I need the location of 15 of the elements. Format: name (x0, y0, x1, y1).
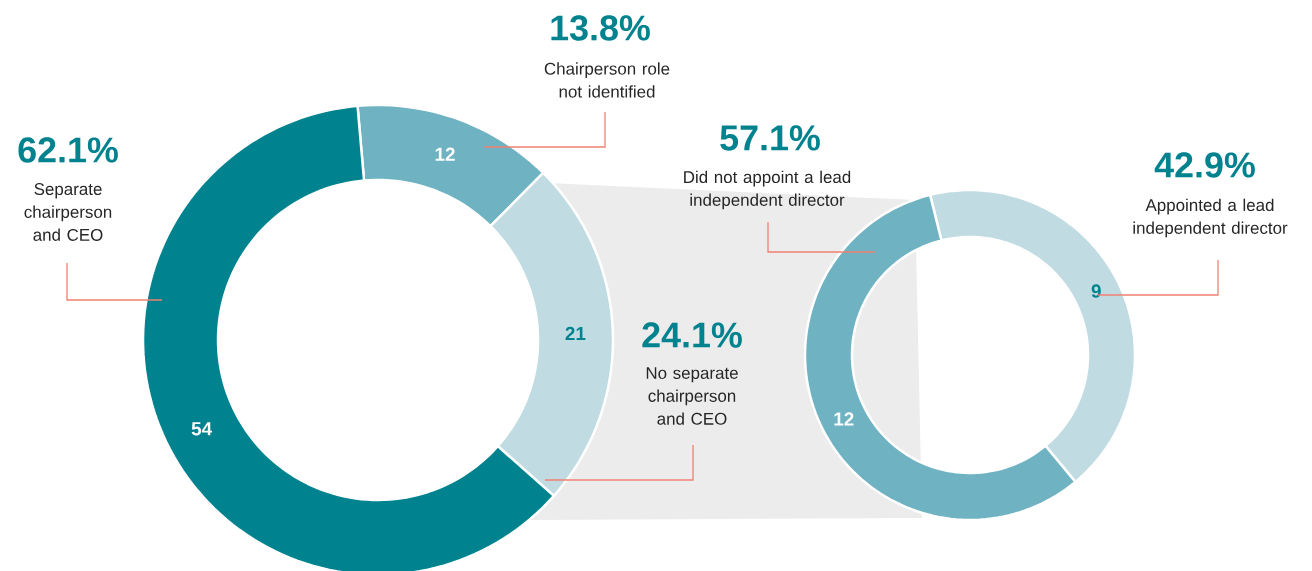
text: 13.8% (551, 15, 650, 41)
data-label: 12 (435, 147, 455, 161)
slice-label: Separate chairperson and CEO (24, 183, 112, 241)
slice-label: Chairperson role not identified (544, 62, 670, 98)
slice-label: Did not appoint a lead independent director (684, 170, 851, 210)
slice-label: Appointed a lead independent director (1133, 198, 1288, 238)
slice-label: No separate chairperson and CEO (646, 367, 738, 425)
text: 57.1% (720, 125, 820, 151)
text: 24.1% (642, 322, 742, 348)
data-label: 54 (191, 422, 213, 436)
text: 42.9% (1154, 152, 1255, 178)
data-label: 21 (565, 326, 586, 341)
data-label: 12 (834, 412, 854, 426)
text: 62.1% (18, 137, 118, 163)
data-label: 9 (1091, 284, 1101, 298)
